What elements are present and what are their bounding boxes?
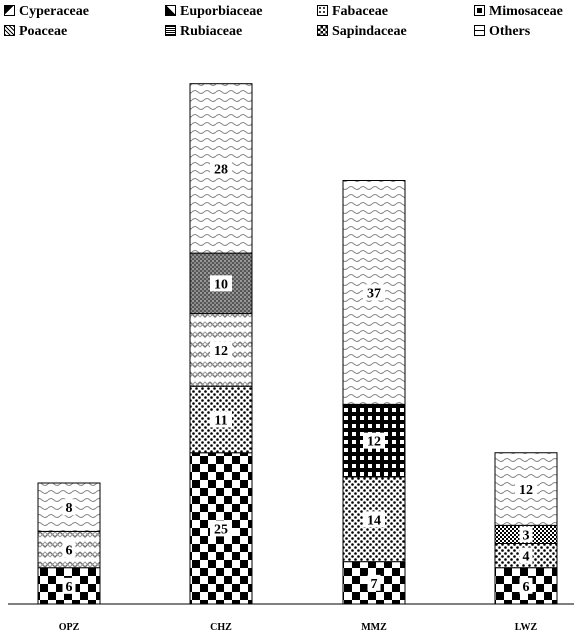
legend-swatch-icon <box>317 25 328 36</box>
legend-item-sapindaceae: Sapindaceae <box>317 24 407 40</box>
data-label-bg <box>62 499 76 516</box>
data-label-bg <box>210 275 232 292</box>
data-label-opz-10: 8 <box>66 501 73 516</box>
legend-item-others: Others <box>474 24 530 40</box>
data-label-bg <box>519 577 533 594</box>
data-label-chz-9: 10 <box>214 277 228 292</box>
legend-swatch-icon <box>4 5 15 16</box>
data-label-opz-8: 6 <box>66 544 73 559</box>
legend-label: Sapindaceae <box>332 24 407 39</box>
data-label-bg <box>210 520 232 537</box>
data-label-bg <box>210 160 232 177</box>
data-label-mmz-5: 14 <box>367 513 381 528</box>
legend-label: Euporbiaceae <box>180 4 263 19</box>
legend-label: Fabaceae <box>332 4 388 19</box>
data-label-bg <box>515 481 537 498</box>
data-label-mmz-4: 7 <box>371 577 378 592</box>
data-label-bg <box>62 577 76 594</box>
data-label-lwz-6: 3 <box>523 528 530 543</box>
data-label-lwz-5: 4 <box>523 550 530 565</box>
data-label-chz-8: 12 <box>214 344 228 359</box>
legend-swatch-icon <box>165 5 176 16</box>
data-label-bg <box>363 284 385 301</box>
legend-swatch-icon <box>474 5 485 16</box>
data-label-mmz-7: 12 <box>367 435 381 450</box>
data-label-bg <box>363 511 385 528</box>
legend-swatch-icon <box>474 25 485 36</box>
data-label-opz-4: 6 <box>66 580 73 595</box>
data-label-chz-5: 11 <box>214 413 227 428</box>
legend-item-fabaceae: Fabaceae <box>317 4 388 20</box>
data-label-bg <box>363 432 385 449</box>
data-label-bg <box>519 547 533 564</box>
legend-swatch-icon <box>165 25 176 36</box>
data-label-bg <box>519 526 533 543</box>
x-tick-label-mmz: MMZ <box>361 622 387 633</box>
data-label-lwz-10: 12 <box>519 483 533 498</box>
legend-item-poaceae: Poaceae <box>4 24 67 40</box>
data-label-chz-4: 25 <box>214 522 228 537</box>
data-label-bg <box>367 574 381 591</box>
data-label-mmz-10: 37 <box>367 286 381 301</box>
bar-segment-mmz-5 <box>342 476 406 563</box>
legend-swatch-icon <box>4 25 15 36</box>
legend-label: Poaceae <box>19 24 68 39</box>
x-tick-label-lwz: LWZ <box>515 622 538 633</box>
data-label-bg <box>62 541 76 558</box>
data-label-chz-10: 28 <box>214 162 228 177</box>
legend-label: Mimosaceae <box>489 4 563 19</box>
data-label-bg <box>210 411 232 428</box>
x-tick-label-chz: CHZ <box>210 622 232 633</box>
legend-label: Cyperaceae <box>19 4 89 19</box>
legend-item-euporbiaceae: Euporbiaceae <box>165 4 262 20</box>
data-label-bg <box>210 341 232 358</box>
legend-swatch-icon <box>317 5 328 16</box>
legend-item-cyperaceae: Cyperaceae <box>4 4 89 20</box>
legend-label: Rubiaceae <box>180 24 243 39</box>
legend-item-mimosaceae: Mimosaceae <box>474 4 563 20</box>
legend-label: Others <box>489 24 531 39</box>
x-tick-label-opz: OPZ <box>59 622 80 633</box>
legend-item-rubiaceae: Rubiaceae <box>165 24 242 40</box>
data-label-lwz-4: 6 <box>523 580 530 595</box>
